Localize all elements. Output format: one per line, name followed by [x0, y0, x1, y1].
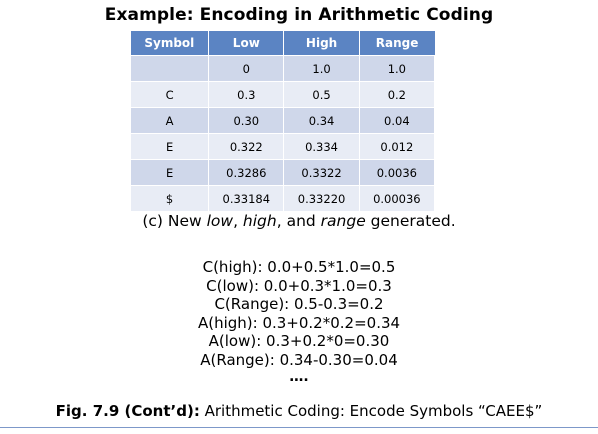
- cell-low: 0.3286: [208, 159, 285, 186]
- encoding-table: Symbol Low High Range 0 1.0 1.0 C 0.3 0.…: [129, 31, 436, 212]
- table-row: $ 0.33184 0.33220 0.00036: [129, 185, 436, 212]
- cell-high: 0.33220: [283, 185, 360, 212]
- cell-range: 0.2: [358, 81, 436, 108]
- cell-symbol: [129, 55, 210, 82]
- cell-symbol: E: [129, 159, 210, 186]
- caption-prefix: (c) New: [142, 212, 207, 230]
- cell-range: 0.00036: [358, 185, 436, 212]
- figure-caption: Fig. 7.9 (Cont’d): Arithmetic Coding: En…: [0, 402, 598, 420]
- calc-line: A(Range): 0.34-0.30=0.04: [200, 350, 398, 369]
- cell-range: 0.012: [358, 133, 436, 160]
- caption-suffix: generated.: [365, 212, 456, 230]
- column-header-symbol: Symbol: [130, 31, 210, 56]
- calc-line: C(high): 0.0+0.5*1.0=0.5: [202, 258, 396, 276]
- cell-range: 1.0: [358, 55, 436, 82]
- table-row: A 0.30 0.34 0.04: [129, 107, 436, 134]
- calc-line: A(low): 0.3+0.2*0=0.30: [208, 332, 390, 350]
- cell-low: 0.30: [208, 107, 285, 134]
- cell-low: 0.3: [208, 81, 285, 108]
- cell-high: 0.34: [283, 107, 360, 134]
- caption-range: range: [320, 212, 366, 230]
- table-row: E 0.322 0.334 0.012: [129, 133, 436, 160]
- ellipsis: ….: [289, 369, 309, 385]
- cell-symbol: E: [129, 133, 210, 160]
- column-header-high: High: [283, 31, 360, 56]
- cell-high: 0.334: [283, 133, 360, 160]
- cell-low: 0: [208, 55, 285, 82]
- slide-title: Example: Encoding in Arithmetic Coding: [104, 5, 494, 25]
- calc-line: A(high): 0.3+0.2*0.2=0.34: [197, 313, 401, 332]
- cell-low: 0.322: [208, 133, 285, 160]
- cell-range: 0.0036: [358, 159, 436, 186]
- caption-low: low: [206, 212, 234, 230]
- caption-separator: ,: [233, 212, 243, 230]
- column-header-low: Low: [208, 31, 285, 56]
- bottom-divider: [0, 427, 598, 428]
- table-row: 0 1.0 1.0: [129, 55, 436, 82]
- caption-high: high: [242, 212, 277, 230]
- cell-low: 0.33184: [208, 185, 285, 212]
- cell-symbol: $: [129, 185, 210, 212]
- calculation-lines: C(high): 0.0+0.5*1.0=0.5 C(low): 0.0+0.3…: [0, 258, 598, 369]
- cell-symbol: C: [129, 81, 210, 108]
- table-row: C 0.3 0.5 0.2: [129, 81, 436, 108]
- table-header-row: Symbol Low High Range: [130, 31, 435, 56]
- caption-separator: , and: [276, 212, 321, 230]
- cell-high: 1.0: [283, 55, 360, 82]
- cell-high: 0.5: [283, 81, 360, 108]
- cell-symbol: A: [129, 107, 210, 134]
- figure-text: Arithmetic Coding: Encode Symbols “CAEE$…: [199, 402, 543, 420]
- table-caption: (c) New low, high, and range generated.: [0, 212, 598, 230]
- calc-line: C(low): 0.0+0.3*1.0=0.3: [206, 276, 392, 295]
- cell-range: 0.04: [358, 107, 436, 134]
- calc-line: C(Range): 0.5-0.3=0.2: [214, 295, 384, 313]
- cell-high: 0.3322: [283, 159, 360, 186]
- column-header-range: Range: [359, 31, 435, 56]
- table-row: E 0.3286 0.3322 0.0036: [129, 159, 436, 186]
- figure-label: Fig. 7.9 (Cont’d):: [55, 402, 200, 420]
